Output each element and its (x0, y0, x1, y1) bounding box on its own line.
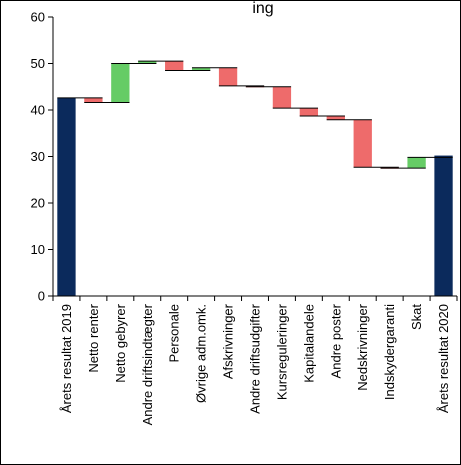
y-tick-label: 60 (31, 10, 45, 25)
x-tick-label: Andre poster (328, 303, 343, 378)
x-tick-label: Indskydergaranti (382, 304, 397, 400)
bar-11 (326, 116, 345, 120)
x-axis-ticks: Årets resultat 2019 Netto renter Netto geb… (52, 296, 458, 425)
bar-5 (165, 61, 184, 71)
x-tick-label: Kursreguleringer (274, 303, 289, 400)
bar-15 (434, 155, 453, 296)
y-axis-ticks: 0 10 20 30 40 50 60 (31, 10, 53, 304)
axes (52, 17, 457, 297)
y-tick-label: 50 (31, 56, 45, 71)
x-tick-label: Øvrige adm.omk. (194, 304, 209, 403)
x-tick-label: Årets resultat 2019 (59, 304, 74, 413)
y-tick-label: 10 (31, 242, 45, 257)
chart-title: ing (252, 1, 273, 17)
x-tick-label: Skat (409, 304, 424, 330)
y-tick-label: 30 (31, 149, 45, 164)
bar-9 (272, 86, 292, 109)
y-tick-label: 20 (31, 196, 45, 211)
x-tick-label: Netto gebyrer (113, 303, 128, 382)
connector-group (57, 60, 453, 169)
bar-12 (353, 119, 372, 168)
bar-10 (299, 108, 319, 117)
x-tick-label: Andre driftsindtægter (140, 303, 155, 425)
bar-3 (111, 63, 130, 103)
bar-14 (407, 157, 426, 169)
x-tick-label: Afskrivninger (221, 303, 236, 379)
x-tick-label: Netto renter (86, 303, 101, 372)
bar-group (57, 61, 453, 296)
x-tick-label: Nedskrivninger (355, 303, 370, 390)
x-tick-label: Personale (167, 304, 182, 363)
bar-1 (57, 97, 76, 296)
bar-6 (191, 67, 211, 71)
bar-7 (218, 67, 238, 86)
bar-4 (138, 61, 157, 64)
x-tick-label: Årets resultat 2020 (436, 304, 451, 413)
x-tick-label: Andre driftsudgifter (248, 303, 263, 414)
y-tick-label: 40 (31, 103, 45, 118)
x-tick-label: Kapitalandele (301, 304, 316, 383)
y-tick-label: 0 (38, 289, 45, 304)
bar-2 (84, 97, 103, 103)
